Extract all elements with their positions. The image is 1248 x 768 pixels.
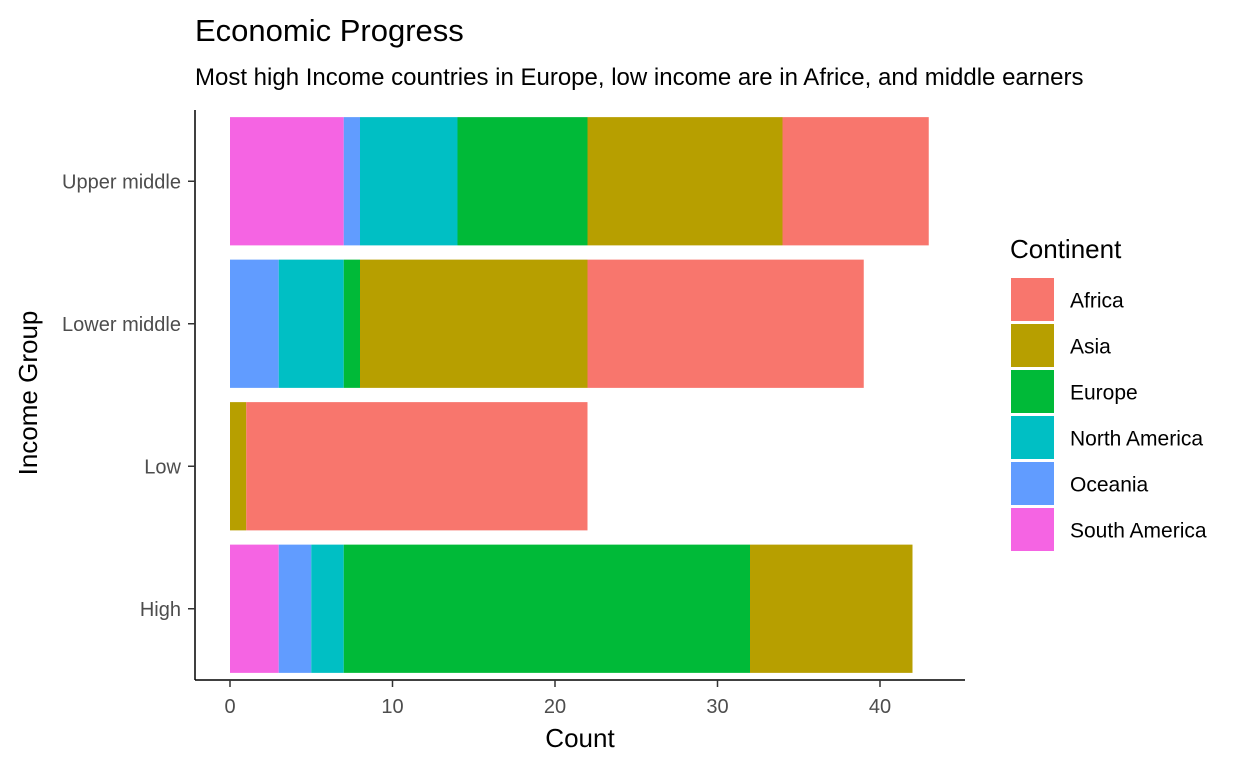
bar-upper-middle-africa bbox=[782, 117, 929, 246]
legend: Continent Africa Asia Europe North America O… bbox=[1010, 234, 1207, 551]
bar-upper-middle-asia bbox=[587, 117, 783, 246]
bar-high-oceania bbox=[278, 544, 312, 673]
y-ticks: High Low Lower middle Upper middle bbox=[62, 171, 195, 621]
legend-label-north-america: North America bbox=[1070, 428, 1203, 451]
x-tick-label: 10 bbox=[381, 696, 403, 718]
y-tick-label: Upper middle bbox=[62, 171, 181, 193]
legend-label-europe: Europe bbox=[1070, 382, 1138, 405]
x-axis-title: Count bbox=[545, 723, 615, 753]
bar-lower-middle-north-america bbox=[278, 259, 344, 388]
bar-lower-middle-europe bbox=[343, 259, 360, 388]
bar-high-asia bbox=[750, 544, 913, 673]
y-tick-label: High bbox=[140, 599, 181, 621]
plot-area: 0 10 20 30 40 High Low Lower middle Upper middl… bbox=[62, 110, 965, 718]
x-tick-label: 40 bbox=[869, 696, 891, 718]
bar-lower-middle-africa bbox=[587, 259, 864, 388]
chart-subtitle: Most high Income countries in Europe, lo… bbox=[195, 64, 1083, 91]
legend-label-south-america: South America bbox=[1070, 520, 1207, 543]
legend-title: Continent bbox=[1010, 234, 1122, 264]
bar-high-north-america bbox=[311, 544, 344, 673]
legend-items: Africa Asia Europe North America Oceania Sout… bbox=[1011, 278, 1207, 551]
legend-label-asia: Asia bbox=[1070, 336, 1111, 359]
legend-label-oceania: Oceania bbox=[1070, 474, 1149, 497]
legend-key-asia bbox=[1011, 324, 1054, 367]
legend-key-oceania bbox=[1011, 462, 1054, 505]
legend-key-europe bbox=[1011, 370, 1054, 413]
bar-upper-middle-north-america bbox=[360, 117, 458, 246]
bar-lower-middle-asia bbox=[360, 259, 588, 388]
x-tick-label: 30 bbox=[706, 696, 728, 718]
bar-high-south-america bbox=[230, 544, 279, 673]
bar-upper-middle-europe bbox=[457, 117, 588, 246]
x-tick-label: 20 bbox=[544, 696, 566, 718]
legend-label-africa: Africa bbox=[1070, 290, 1124, 313]
chart-title: Economic Progress bbox=[195, 13, 464, 48]
x-tick-label: 0 bbox=[224, 696, 235, 718]
bar-high-europe bbox=[343, 544, 750, 673]
bar-upper-middle-south-america bbox=[230, 117, 344, 246]
y-axis-title: Income Group bbox=[13, 311, 43, 476]
bars bbox=[230, 117, 929, 673]
x-ticks: 0 10 20 30 40 bbox=[224, 680, 891, 718]
y-tick-label: Low bbox=[144, 456, 181, 478]
y-tick-label: Lower middle bbox=[62, 314, 181, 336]
legend-key-south-america bbox=[1011, 508, 1054, 551]
bar-lower-middle-oceania bbox=[230, 259, 279, 388]
bar-low-asia bbox=[230, 402, 247, 531]
legend-key-north-america bbox=[1011, 416, 1054, 459]
bar-low-africa bbox=[246, 402, 588, 531]
legend-key-africa bbox=[1011, 278, 1054, 321]
bar-upper-middle-oceania bbox=[343, 117, 360, 246]
